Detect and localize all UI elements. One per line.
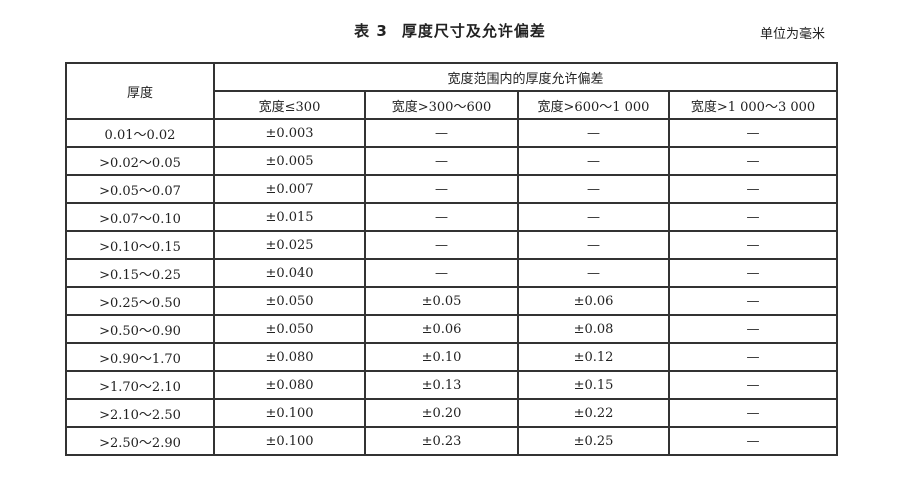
tolerance-cell: ±0.06: [364, 314, 519, 344]
tolerance-cell: —: [364, 258, 519, 288]
thickness-cell: >2.10～2.50: [65, 398, 215, 428]
tolerance-cell: —: [517, 230, 670, 260]
tolerance-cell: ±0.040: [213, 258, 366, 288]
tolerance-cell: ±0.15: [517, 370, 670, 400]
tolerance-cell: ±0.25: [517, 426, 670, 456]
tolerance-cell: ±0.05: [364, 286, 519, 316]
width-header: 宽度>600～1 000: [517, 90, 670, 120]
tolerance-cell: —: [667, 258, 839, 288]
tolerance-cell: ±0.100: [213, 398, 366, 428]
thickness-tolerance-table: 厚度 宽度范围内的厚度允许偏差 宽度≤300 宽度>300～600 宽度>600…: [65, 62, 839, 456]
tolerance-cell: —: [517, 146, 670, 176]
table-row: >0.25～0.50 ±0.050 ±0.05 ±0.06—: [65, 286, 839, 316]
width-header: 宽度>1 000～3 000: [667, 90, 839, 120]
tolerance-cell: ±0.015: [213, 202, 366, 232]
width-header: 宽度>300～600: [364, 90, 519, 120]
tolerance-cell: —: [517, 118, 670, 148]
tolerance-cell: —: [667, 174, 839, 204]
table-title: 表 3 厚度尺寸及允许偏差: [0, 20, 900, 41]
group-header: 宽度范围内的厚度允许偏差: [212, 62, 839, 92]
tolerance-cell: —: [667, 146, 839, 176]
thickness-cell: >0.07～0.10: [65, 202, 215, 232]
tolerance-cell: —: [667, 202, 839, 232]
tolerance-cell: —: [364, 230, 519, 260]
tolerance-cell: ±0.12: [517, 342, 670, 372]
table-row: >0.07～0.10 ±0.015— — —: [65, 202, 839, 232]
tolerance-cell: ±0.050: [213, 286, 366, 316]
tolerance-cell: ±0.080: [213, 342, 366, 372]
table-row: >0.50～0.90 ±0.050 ±0.06 ±0.08—: [65, 314, 839, 344]
tolerance-cell: —: [517, 202, 670, 232]
tolerance-cell: ±0.100: [213, 426, 366, 456]
tolerance-cell: —: [364, 146, 519, 176]
tolerance-cell: ±0.10: [364, 342, 519, 372]
tolerance-cell: ±0.20: [364, 398, 519, 428]
tolerance-cell: —: [667, 230, 839, 260]
tolerance-cell: ±0.050: [213, 314, 366, 344]
tolerance-cell: —: [667, 342, 839, 372]
table-row: 0.01～0.02 ±0.003— — —: [65, 118, 839, 148]
table-row: >0.02～0.05 ±0.005— — —: [65, 146, 839, 176]
tolerance-cell: ±0.08: [517, 314, 670, 344]
thickness-cell: >2.50～2.90: [65, 426, 215, 456]
tolerance-cell: —: [517, 258, 670, 288]
tolerance-cell: ±0.22: [517, 398, 670, 428]
tolerance-cell: —: [667, 398, 839, 428]
thickness-cell: >0.15～0.25: [65, 258, 215, 288]
tolerance-cell: —: [364, 174, 519, 204]
tolerance-cell: —: [667, 118, 839, 148]
table-row: >2.50～2.90 ±0.100 ±0.23 ±0.25—: [65, 426, 839, 456]
table-row: >0.15～0.25 ±0.040— — —: [65, 258, 839, 288]
thickness-cell: >0.25～0.50: [65, 286, 215, 316]
thickness-cell: >0.05～0.07: [65, 174, 215, 204]
tolerance-cell: ±0.23: [364, 426, 519, 456]
thickness-cell: >0.90～1.70: [65, 342, 215, 372]
table-row: >2.10～2.50 ±0.100 ±0.20 ±0.22—: [65, 398, 839, 428]
tolerance-cell: —: [667, 370, 839, 400]
tolerance-cell: ±0.06: [517, 286, 670, 316]
tolerance-cell: ±0.003: [213, 118, 366, 148]
tolerance-cell: —: [364, 202, 519, 232]
thickness-cell: >0.02～0.05: [65, 146, 215, 176]
unit-note: 单位为毫米: [760, 27, 826, 42]
thickness-cell: 0.01～0.02: [65, 118, 215, 148]
table-row: >0.10～0.15 ±0.025— — —: [65, 230, 839, 260]
tolerance-cell: ±0.005: [213, 146, 366, 176]
table-row: >1.70～2.10 ±0.080 ±0.13 ±0.15—: [65, 370, 839, 400]
tolerance-cell: ±0.13: [364, 370, 519, 400]
table-caption: 厚度尺寸及允许偏差: [401, 22, 546, 40]
thickness-cell: >0.50～0.90: [65, 314, 215, 344]
tolerance-cell: —: [364, 118, 519, 148]
width-header: 宽度≤300: [213, 90, 366, 120]
tolerance-cell: ±0.080: [213, 370, 366, 400]
tolerance-cell: —: [667, 426, 839, 456]
tolerance-cell: —: [667, 286, 839, 316]
table-number: 表 3: [354, 22, 388, 40]
table-row: >0.90～1.70 ±0.080 ±0.10 ±0.12—: [65, 342, 839, 372]
thickness-header: 厚度: [65, 62, 215, 120]
table-row: >0.05～0.07 ±0.007— — —: [65, 174, 839, 204]
tolerance-cell: ±0.007: [213, 174, 366, 204]
tolerance-cell: —: [517, 174, 670, 204]
thickness-cell: >1.70～2.10: [65, 370, 215, 400]
tolerance-cell: —: [667, 314, 839, 344]
thickness-cell: >0.10～0.15: [65, 230, 215, 260]
tolerance-cell: ±0.025: [213, 230, 366, 260]
